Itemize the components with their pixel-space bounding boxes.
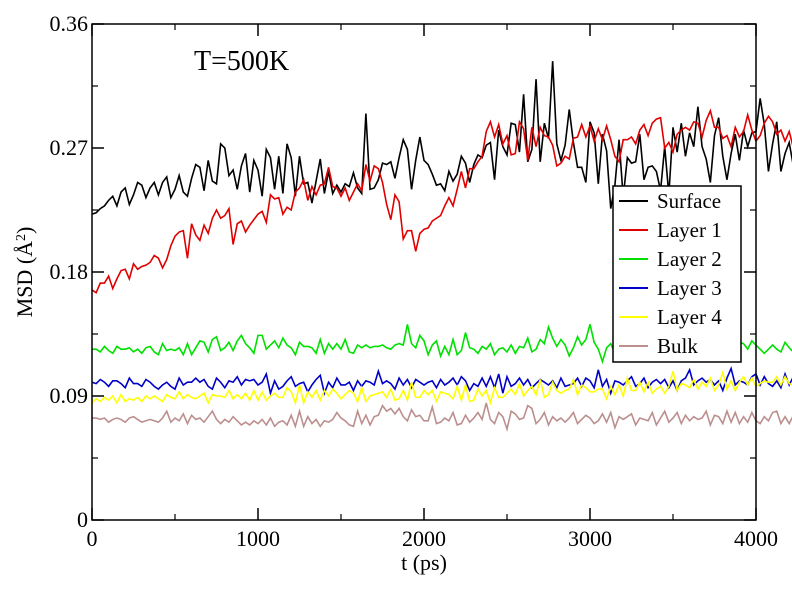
- y-tick-label: 0.09: [50, 383, 89, 408]
- y-axis-label-main: MSD (Å: [12, 241, 37, 318]
- x-axis-label: t (ps): [401, 550, 447, 575]
- legend-label: Surface: [657, 189, 721, 213]
- x-tick-label: 1000: [236, 526, 280, 551]
- x-tick-label: 3000: [568, 526, 612, 551]
- legend-label: Layer 2: [657, 247, 722, 271]
- chart-annotation: T=500K: [194, 46, 289, 77]
- legend-label: Bulk: [657, 334, 698, 358]
- legend-label: Layer 1: [657, 218, 722, 242]
- x-tick-label: 2000: [402, 526, 446, 551]
- y-tick-label: 0.36: [50, 11, 89, 36]
- series-line-4: [91, 365, 792, 397]
- legend-label: Layer 3: [657, 276, 722, 300]
- series-line-6: [92, 402, 792, 433]
- ticks-layer: 0 1000 2000 3000 4000 0 0.09 0.18 0.27 0.36: [50, 11, 779, 551]
- y-axis-label-end: ): [12, 227, 37, 234]
- series-line-2: [91, 108, 792, 294]
- series-line-5: [91, 369, 792, 406]
- y-tick-label: 0.18: [50, 259, 89, 284]
- legend-box: [612, 185, 742, 363]
- x-tick-label: 4000: [734, 526, 778, 551]
- legend: Surface Layer 1 Layer 2 Layer 3 Layer 4 Bulk: [612, 185, 742, 363]
- legend-label: Layer 4: [657, 305, 722, 329]
- x-tick-label: 0: [87, 526, 98, 551]
- y-tick-label: 0.27: [50, 135, 89, 160]
- y-axis-label-sup: 2: [14, 234, 29, 241]
- series-layer: [91, 61, 792, 433]
- series-line-1: [91, 61, 792, 215]
- y-tick-label: 0: [77, 507, 88, 532]
- y-axis-label: MSD (Å2): [12, 227, 37, 318]
